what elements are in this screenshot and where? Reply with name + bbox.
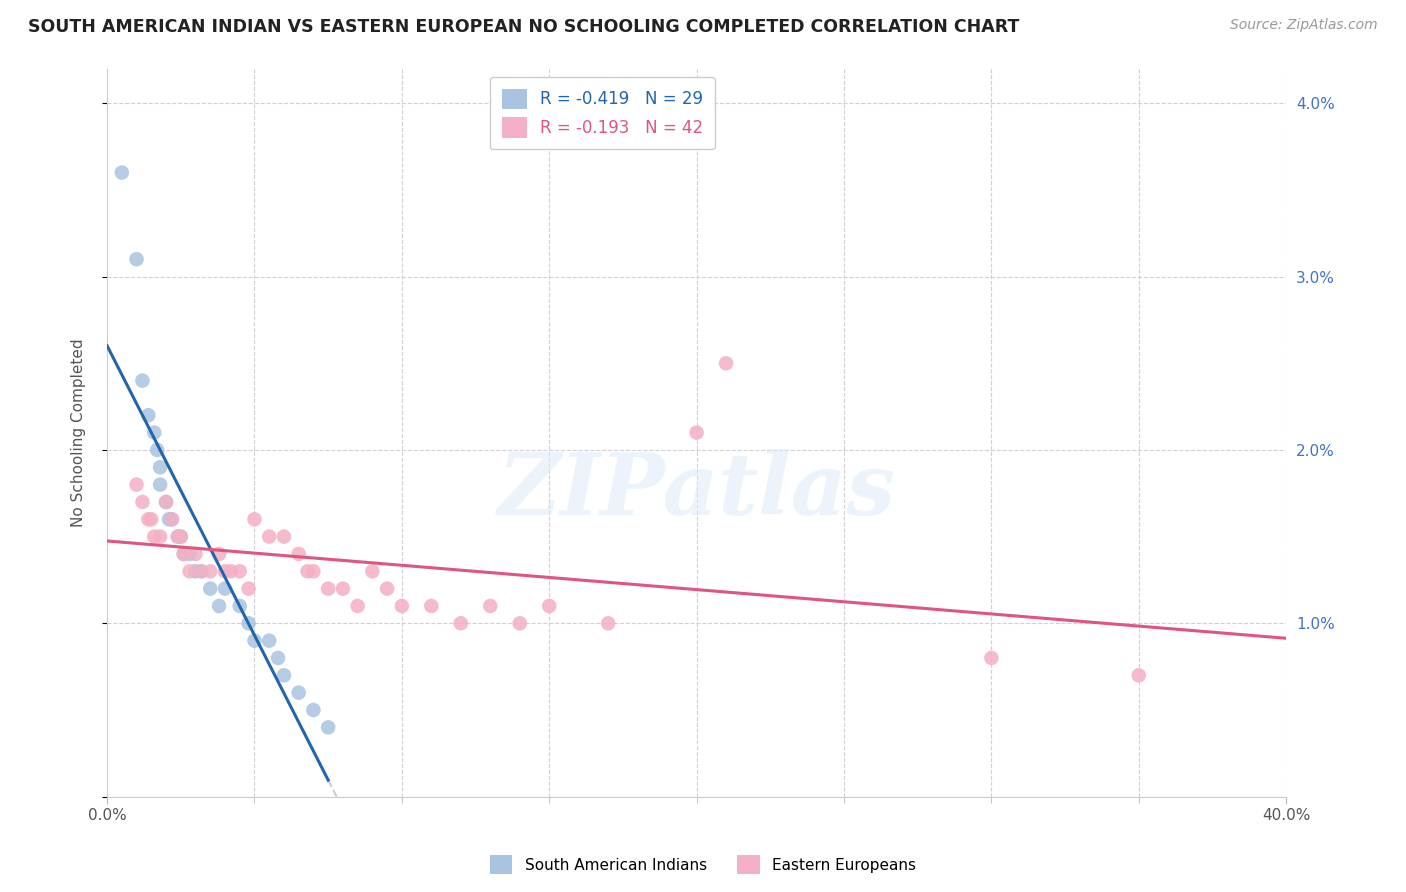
- Point: [273, 668, 295, 682]
- Point: [980, 651, 1002, 665]
- Legend: R = -0.419   N = 29, R = -0.193   N = 42: R = -0.419 N = 29, R = -0.193 N = 42: [489, 77, 714, 149]
- Point: [149, 530, 172, 544]
- Point: [125, 477, 148, 491]
- Point: [316, 720, 339, 734]
- Point: [170, 530, 193, 544]
- Point: [302, 564, 325, 578]
- Point: [173, 547, 195, 561]
- Point: [287, 686, 309, 700]
- Point: [184, 547, 207, 561]
- Point: [138, 409, 160, 423]
- Point: [598, 616, 620, 631]
- Point: [332, 582, 354, 596]
- Point: [111, 165, 134, 179]
- Point: [243, 633, 266, 648]
- Point: [257, 530, 280, 544]
- Point: [238, 582, 260, 596]
- Point: [302, 703, 325, 717]
- Point: [208, 599, 231, 613]
- Point: [450, 616, 472, 631]
- Point: [200, 582, 222, 596]
- Point: [166, 530, 188, 544]
- Point: [228, 564, 250, 578]
- Point: [179, 547, 201, 561]
- Point: [509, 616, 531, 631]
- Point: [538, 599, 561, 613]
- Text: ZIPatlas: ZIPatlas: [498, 449, 896, 533]
- Point: [361, 564, 384, 578]
- Point: [173, 547, 195, 561]
- Point: [200, 564, 222, 578]
- Point: [273, 530, 295, 544]
- Point: [143, 530, 166, 544]
- Point: [190, 564, 212, 578]
- Point: [685, 425, 707, 440]
- Point: [155, 495, 177, 509]
- Point: [138, 512, 160, 526]
- Point: [243, 512, 266, 526]
- Point: [149, 477, 172, 491]
- Point: [149, 460, 172, 475]
- Point: [146, 442, 169, 457]
- Point: [219, 564, 242, 578]
- Point: [316, 582, 339, 596]
- Point: [238, 616, 260, 631]
- Point: [160, 512, 183, 526]
- Point: [267, 651, 290, 665]
- Point: [714, 356, 737, 370]
- Point: [131, 374, 153, 388]
- Y-axis label: No Schooling Completed: No Schooling Completed: [72, 338, 86, 527]
- Point: [179, 564, 201, 578]
- Point: [131, 495, 153, 509]
- Point: [184, 564, 207, 578]
- Legend: South American Indians, Eastern Europeans: South American Indians, Eastern European…: [484, 849, 922, 880]
- Point: [297, 564, 319, 578]
- Point: [155, 495, 177, 509]
- Point: [214, 582, 236, 596]
- Point: [479, 599, 502, 613]
- Point: [160, 512, 183, 526]
- Point: [166, 530, 188, 544]
- Point: [208, 547, 231, 561]
- Point: [375, 582, 398, 596]
- Point: [143, 425, 166, 440]
- Point: [287, 547, 309, 561]
- Point: [170, 530, 193, 544]
- Point: [141, 512, 163, 526]
- Point: [125, 252, 148, 267]
- Point: [157, 512, 180, 526]
- Point: [420, 599, 443, 613]
- Text: SOUTH AMERICAN INDIAN VS EASTERN EUROPEAN NO SCHOOLING COMPLETED CORRELATION CHA: SOUTH AMERICAN INDIAN VS EASTERN EUROPEA…: [28, 18, 1019, 36]
- Point: [257, 633, 280, 648]
- Text: Source: ZipAtlas.com: Source: ZipAtlas.com: [1230, 18, 1378, 32]
- Point: [391, 599, 413, 613]
- Point: [346, 599, 368, 613]
- Point: [228, 599, 250, 613]
- Point: [214, 564, 236, 578]
- Point: [190, 564, 212, 578]
- Point: [1128, 668, 1150, 682]
